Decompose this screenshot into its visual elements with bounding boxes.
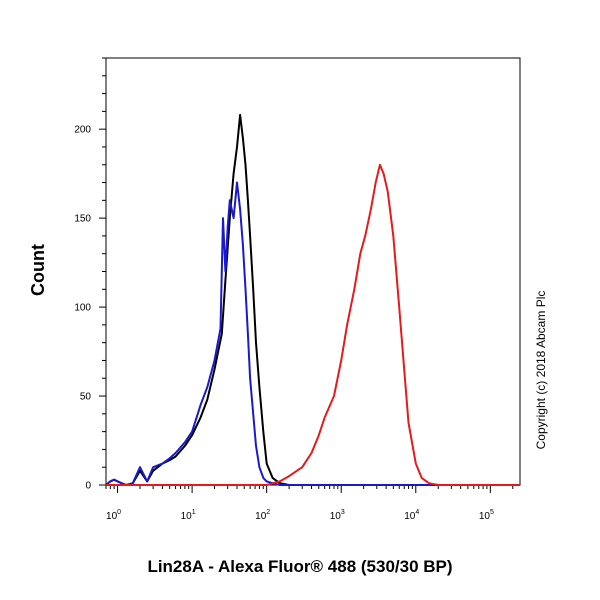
x-axis: 100 101 102 103 104 105 (105, 485, 514, 522)
y-tick-label: 50 (80, 392, 92, 403)
x-tick-label: 104 (404, 509, 419, 522)
histogram-series-2 (105, 181, 520, 486)
y-tick-label: 100 (74, 303, 91, 314)
y-tick-label: 150 (74, 214, 91, 225)
copyright-notice: Copyright (c) 2018 Abcam Plc (534, 291, 548, 450)
x-axis-title: Lin28A - Alexa Fluor® 488 (530/30 BP) (147, 557, 452, 576)
y-axis-title: Count (28, 244, 48, 296)
y-tick-label: 200 (74, 125, 91, 136)
histogram-series-1 (105, 113, 520, 486)
x-tick-label: 103 (330, 509, 345, 522)
plot-frame (105, 57, 521, 486)
y-tick-label: 0 (85, 481, 91, 492)
x-tick-label: 102 (255, 509, 270, 522)
x-tick-label: 100 (106, 509, 121, 522)
series-layer (105, 113, 520, 486)
histogram-series-3 (106, 163, 520, 486)
y-axis: 0 50 100 150 200 (74, 57, 106, 492)
x-tick-label: 105 (479, 509, 494, 522)
x-tick-label: 101 (181, 509, 196, 522)
